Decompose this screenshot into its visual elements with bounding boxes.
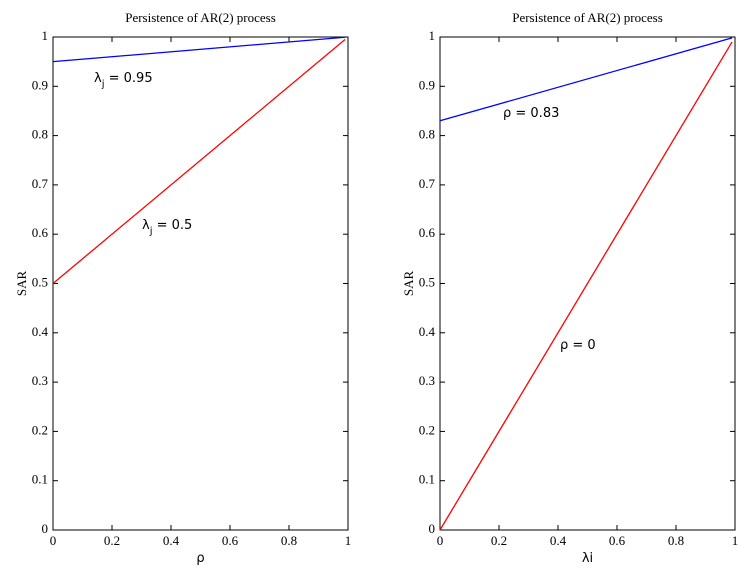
annotation: λj = 0.95 [94, 71, 153, 90]
text-part: λ [94, 71, 102, 86]
x-tick-label: 0.2 [491, 533, 507, 548]
chart-title: Persistence of AR(2) process [125, 10, 276, 25]
y-tick-label: 0.3 [32, 373, 48, 388]
y-tick-label: 0.7 [32, 176, 49, 191]
text-part: λ [582, 551, 590, 566]
text-part: ρ = 0 [560, 338, 596, 353]
y-tick-label: 0.2 [419, 422, 435, 437]
y-tick-label: 0.8 [32, 127, 48, 142]
x-axis-label: ρ [196, 551, 204, 566]
y-tick-label: 0 [429, 521, 436, 536]
y-axis-label: SAR [401, 271, 416, 297]
y-tick-label: 0.6 [32, 225, 49, 240]
chart-title: Persistence of AR(2) process [512, 10, 663, 25]
text-part: ρ = 0.83 [503, 106, 559, 121]
y-tick-label: 0.1 [32, 472, 48, 487]
annotation: ρ = 0 [560, 338, 596, 353]
y-tick-label: 0.6 [419, 225, 436, 240]
subscript: j [101, 79, 105, 90]
y-tick-label: 0.4 [419, 324, 436, 339]
y-tick-label: 1 [429, 28, 436, 43]
y-tick-label: 0.5 [32, 274, 48, 289]
y-tick-label: 0.8 [419, 127, 435, 142]
x-tick-label: 0.4 [550, 533, 567, 548]
plot-area [52, 36, 349, 531]
text-part: = 0.5 [152, 218, 192, 233]
data-line [439, 37, 733, 122]
x-tick-label: 0 [50, 533, 57, 548]
data-line [52, 36, 346, 63]
y-tick-label: 1 [42, 28, 49, 43]
annotation: λj = 0.5 [142, 218, 192, 237]
x-tick-label: 0 [437, 533, 444, 548]
y-tick-label: 0.2 [32, 422, 48, 437]
data-line [439, 41, 733, 531]
y-tick-label: 0.7 [419, 176, 436, 191]
y-tick-label: 0.4 [32, 324, 49, 339]
y-tick-label: 0.9 [419, 77, 435, 92]
text-part: ρ [196, 551, 204, 566]
x-tick-label: 0.6 [222, 533, 239, 548]
y-tick-label: 0.5 [419, 274, 435, 289]
x-tick-label: 0.8 [281, 533, 297, 548]
x-tick-label: 0.2 [104, 533, 120, 548]
subscript: j [149, 226, 153, 237]
text-part: λ [142, 218, 150, 233]
text-part: = 0.95 [104, 71, 152, 86]
x-tick-label: 0.4 [163, 533, 180, 548]
data-line [52, 38, 346, 284]
y-axis-label: SAR [14, 271, 29, 297]
y-tick-label: 0 [42, 521, 49, 536]
text-part: i [590, 551, 594, 566]
x-tick-label: 0.6 [609, 533, 626, 548]
x-tick-label: 0.8 [668, 533, 684, 548]
y-tick-label: 0.1 [419, 472, 435, 487]
x-tick-label: 1 [732, 533, 738, 548]
y-tick-label: 0.9 [32, 77, 48, 92]
y-tick-label: 0.3 [419, 373, 435, 388]
x-axis-label: λi [582, 551, 593, 566]
x-tick-label: 1 [345, 533, 352, 548]
annotation: ρ = 0.83 [503, 106, 559, 121]
